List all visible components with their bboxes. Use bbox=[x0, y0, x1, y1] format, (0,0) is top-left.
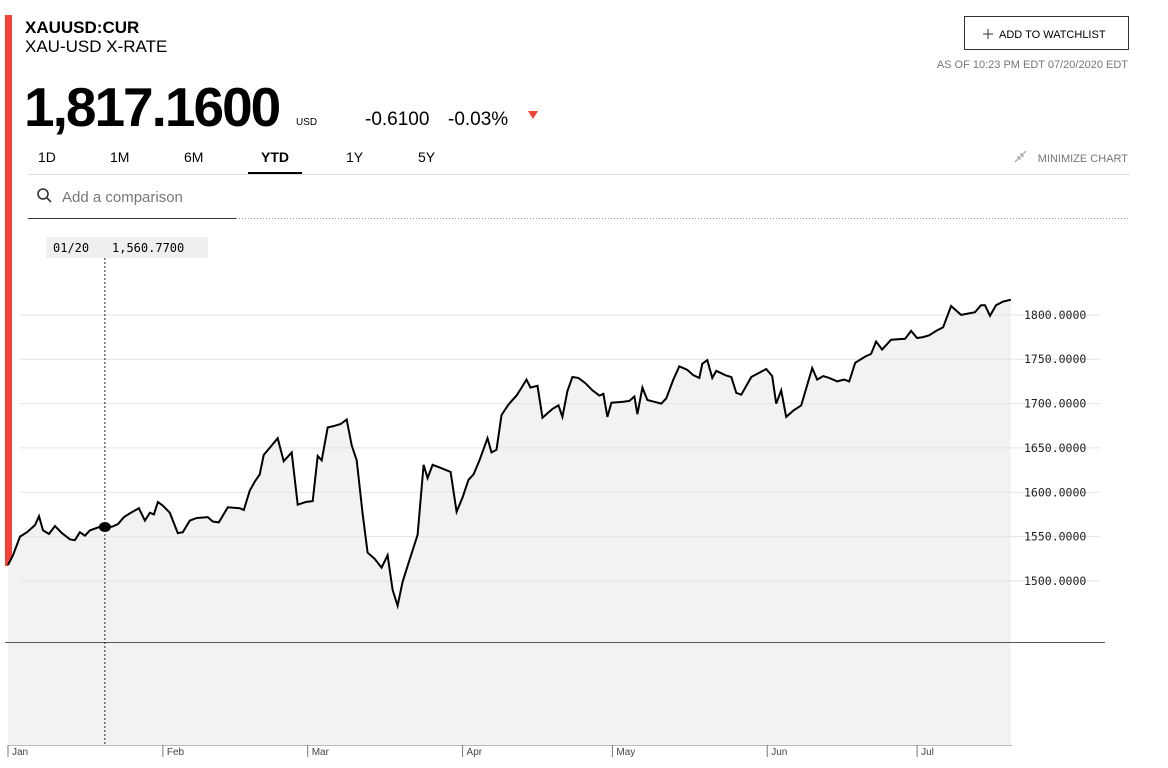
range-tab[interactable]: 1Y bbox=[346, 149, 364, 165]
crosshair-value: 1,560.7700 bbox=[112, 241, 184, 255]
price-line bbox=[7, 298, 1012, 610]
y-tick-label: 1800.0000 bbox=[1024, 308, 1086, 322]
search-icon bbox=[37, 188, 49, 200]
crosshair-marker bbox=[98, 522, 111, 533]
symbol: XAUUSD:CUR bbox=[25, 18, 139, 37]
comparison-search[interactable]: Add a comparison bbox=[28, 188, 236, 219]
x-tick-label: Jan bbox=[12, 747, 28, 758]
y-tick-label: 1500.0000 bbox=[1024, 574, 1086, 588]
x-tick-label: Apr bbox=[467, 747, 483, 758]
watchlist-button[interactable]: ADD TO WATCHLIST bbox=[964, 16, 1129, 50]
range-tabs: 1D 1M 6M YTD 1Y 5Y bbox=[38, 149, 436, 175]
price: 1,817.1600 bbox=[24, 76, 280, 138]
range-tab[interactable]: 1D bbox=[38, 149, 56, 165]
minimize-label: MINIMIZE CHART bbox=[1038, 153, 1129, 165]
chart: BloombergMarkets1500.00001550.00001600.0… bbox=[5, 237, 1105, 758]
x-tick-label: Feb bbox=[167, 747, 185, 758]
x-tick-label: Jun bbox=[771, 747, 787, 758]
y-tick-label: 1600.0000 bbox=[1024, 485, 1086, 499]
timestamp: AS OF 10:23 PM EDT 07/20/2020 EDT bbox=[937, 59, 1128, 71]
change-percent: -0.03% bbox=[448, 109, 508, 130]
price-area bbox=[8, 299, 1012, 745]
minimize-icon bbox=[1014, 150, 1027, 163]
currency: USD bbox=[296, 117, 317, 128]
button-frame bbox=[964, 16, 1129, 50]
range-tab[interactable]: YTD bbox=[261, 149, 289, 165]
instrument-name: XAU-USD X-RATE bbox=[25, 37, 167, 56]
search-placeholder: Add a comparison bbox=[62, 189, 183, 206]
x-tick-label: May bbox=[616, 747, 635, 758]
down-arrow bbox=[528, 111, 538, 119]
crosshair-tooltip bbox=[46, 237, 208, 258]
y-tick-label: 1750.0000 bbox=[1024, 352, 1086, 366]
change: -0.6100 bbox=[365, 109, 429, 130]
accent-bar bbox=[5, 15, 12, 566]
active-tab-underline bbox=[248, 172, 302, 175]
x-tick-label: Jul bbox=[921, 747, 934, 758]
y-tick-label: 1650.0000 bbox=[1024, 441, 1086, 455]
range-tab[interactable]: 6M bbox=[184, 149, 203, 165]
minimize-chart[interactable]: MINIMIZE CHART bbox=[1014, 150, 1129, 165]
range-tab[interactable]: 5Y bbox=[418, 149, 436, 165]
search-icon-handle bbox=[46, 197, 52, 203]
x-tick-label: Mar bbox=[312, 747, 330, 758]
y-tick-label: 1700.0000 bbox=[1024, 397, 1086, 411]
range-tab[interactable]: 1M bbox=[110, 149, 129, 165]
crosshair-date: 01/20 bbox=[53, 241, 89, 255]
y-tick-label: 1550.0000 bbox=[1024, 530, 1086, 544]
plus-icon bbox=[983, 29, 993, 39]
button-label: ADD TO WATCHLIST bbox=[999, 29, 1106, 41]
